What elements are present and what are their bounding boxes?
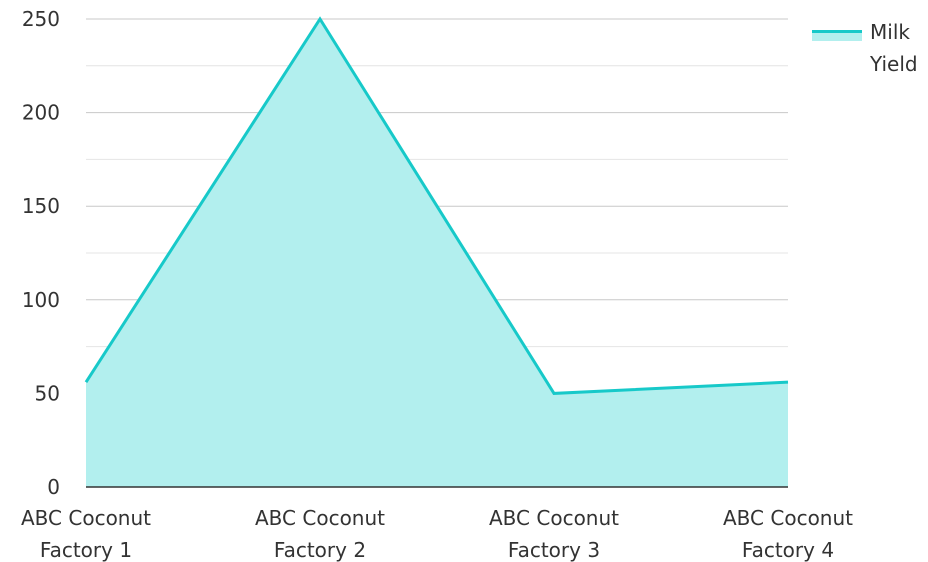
x-axis-tick-labels: ABC Coconut Factory 1 ABC Coconut Factory 2… (21, 506, 853, 562)
x-tick-label: ABC Coconut (723, 506, 853, 530)
x-tick-label: Factory 3 (508, 538, 600, 562)
x-tick-label: ABC Coconut (489, 506, 619, 530)
x-tick-label: ABC Coconut (255, 506, 385, 530)
series-area-milk-yield (86, 19, 788, 487)
y-tick-label: 150 (22, 194, 60, 218)
legend-swatch-fill (812, 33, 862, 41)
y-axis-tick-labels: 0 50 100 150 200 250 (22, 7, 60, 499)
y-tick-label: 100 (22, 288, 60, 312)
legend-label-milk-yield: Milk Yield (869, 20, 918, 76)
y-tick-label: 50 (35, 381, 60, 405)
x-tick-label: Factory 2 (274, 538, 366, 562)
series-line-milk-yield (84, 16, 789, 395)
x-tick-label: Factory 4 (742, 538, 834, 562)
y-tick-label: 200 (22, 101, 60, 125)
x-tick-label: ABC Coconut (21, 506, 151, 530)
legend: Milk Yield (812, 20, 918, 76)
y-tick-label: 250 (22, 7, 60, 31)
y-tick-label: 0 (47, 475, 60, 499)
x-tick-label: Factory 1 (40, 538, 132, 562)
